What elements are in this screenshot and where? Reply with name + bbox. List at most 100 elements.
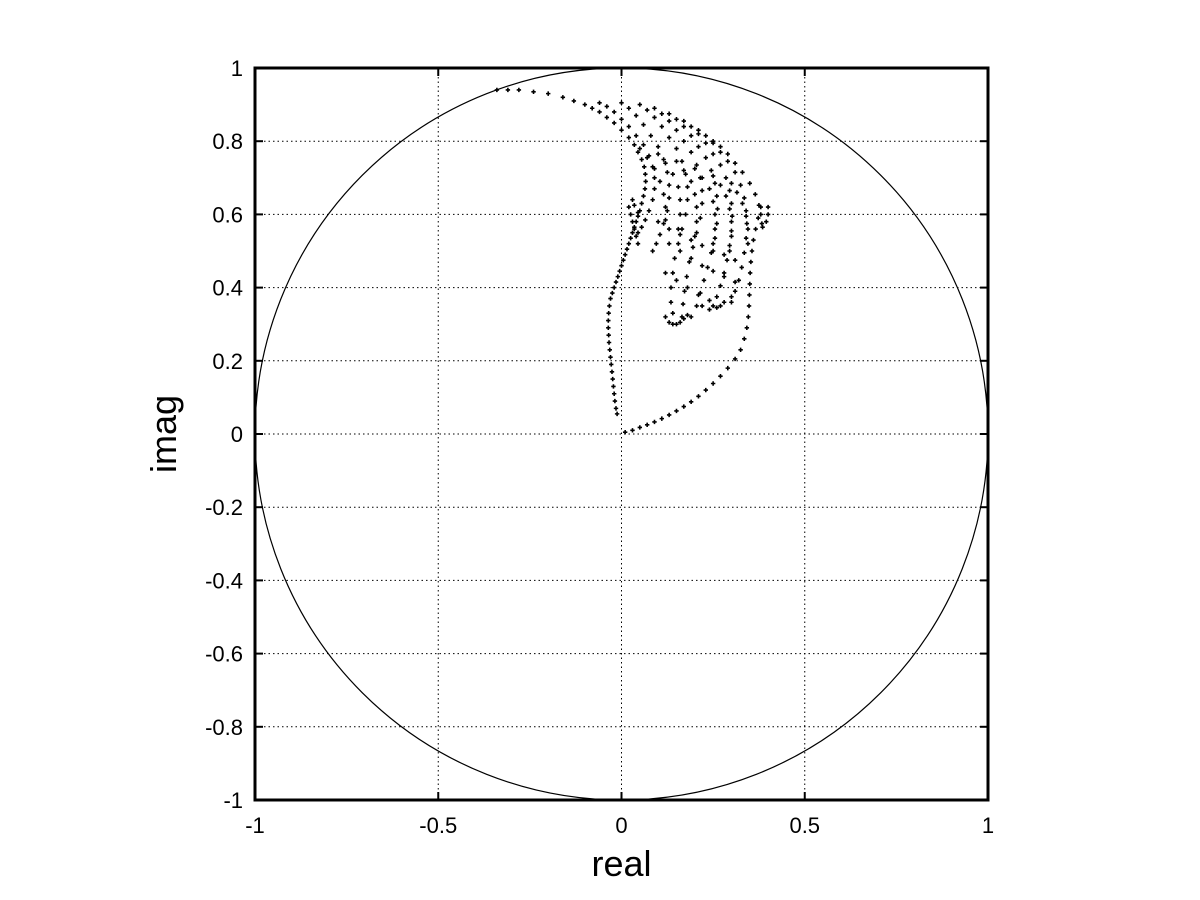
data-point xyxy=(505,87,511,93)
data-point xyxy=(639,201,644,206)
data-point xyxy=(729,181,734,186)
data-point xyxy=(688,237,694,243)
data-point xyxy=(683,212,688,217)
data-point xyxy=(665,170,670,175)
data-point xyxy=(732,160,738,166)
data-point xyxy=(635,241,641,246)
data-point xyxy=(626,135,632,140)
data-point xyxy=(710,303,716,309)
data-point xyxy=(729,300,734,305)
data-point xyxy=(746,303,752,309)
data-point xyxy=(710,268,716,274)
data-point xyxy=(732,170,738,175)
y-tick-label: 0.8 xyxy=(212,129,243,154)
data-point xyxy=(604,115,610,120)
data-point xyxy=(681,139,687,144)
data-point xyxy=(622,252,628,257)
data-point xyxy=(652,106,657,111)
x-tick-label: 0 xyxy=(615,813,627,838)
data-point xyxy=(727,243,732,248)
data-point xyxy=(666,412,672,418)
data-point xyxy=(622,429,628,435)
data-point xyxy=(712,212,718,217)
data-point xyxy=(610,376,615,382)
data-point xyxy=(732,257,738,263)
data-point xyxy=(608,354,613,360)
data-point xyxy=(641,122,646,127)
data-point xyxy=(676,184,681,190)
data-point xyxy=(701,278,707,283)
data-point xyxy=(740,201,745,206)
data-point xyxy=(621,257,626,263)
data-point xyxy=(626,204,632,210)
data-point xyxy=(714,221,719,226)
data-point xyxy=(650,248,655,254)
data-point xyxy=(692,166,697,171)
data-point xyxy=(714,294,719,299)
data-point xyxy=(690,245,696,250)
data-point xyxy=(723,175,729,180)
data-point xyxy=(659,111,665,116)
data-point xyxy=(619,117,624,122)
data-point xyxy=(732,356,738,362)
data-point xyxy=(707,186,712,191)
data-point xyxy=(744,221,750,226)
data-point xyxy=(699,303,705,309)
data-point xyxy=(729,228,734,234)
data-point xyxy=(714,193,719,199)
data-point xyxy=(641,193,646,199)
data-point xyxy=(681,124,687,129)
data-point xyxy=(614,411,620,417)
data-point xyxy=(709,168,714,173)
data-point xyxy=(674,117,679,122)
data-point xyxy=(738,347,743,353)
data-point xyxy=(739,265,744,270)
data-point xyxy=(707,298,712,303)
data-point xyxy=(710,199,716,204)
data-point xyxy=(611,391,617,396)
data-point xyxy=(666,118,672,124)
x-tick-labels: -1 -0.5 0 0.5 1 xyxy=(245,813,994,838)
data-point xyxy=(681,118,687,124)
data-point xyxy=(668,300,674,305)
data-point xyxy=(657,232,663,237)
data-point xyxy=(571,98,577,104)
data-point xyxy=(628,212,633,217)
data-point xyxy=(680,301,686,307)
data-point xyxy=(609,369,615,374)
data-point xyxy=(698,215,703,221)
data-point xyxy=(696,144,701,149)
data-point xyxy=(677,232,683,237)
data-point xyxy=(661,192,666,197)
data-point xyxy=(606,340,612,345)
data-point xyxy=(681,316,687,321)
data-point xyxy=(718,144,723,149)
data-point xyxy=(635,230,641,235)
data-point xyxy=(710,173,716,179)
data-point xyxy=(729,201,734,206)
data-point xyxy=(748,259,754,265)
data-point xyxy=(642,164,647,170)
data-point xyxy=(758,212,763,217)
data-point xyxy=(694,204,699,210)
data-point xyxy=(663,314,668,320)
data-point xyxy=(712,235,718,241)
data-point xyxy=(609,362,614,367)
data-point xyxy=(546,91,551,96)
data-point xyxy=(597,109,602,115)
data-point xyxy=(637,425,643,430)
data-point xyxy=(718,283,723,288)
data-point xyxy=(694,230,699,235)
data-point xyxy=(674,408,679,414)
data-point xyxy=(606,311,611,316)
data-point xyxy=(643,171,648,177)
data-point xyxy=(687,259,692,265)
data-point xyxy=(531,89,536,94)
data-point xyxy=(632,203,637,208)
data-point xyxy=(677,320,683,325)
y-tick-label: 1 xyxy=(231,56,243,81)
data-point xyxy=(703,387,708,393)
data-point xyxy=(677,197,683,202)
data-point xyxy=(734,190,740,195)
